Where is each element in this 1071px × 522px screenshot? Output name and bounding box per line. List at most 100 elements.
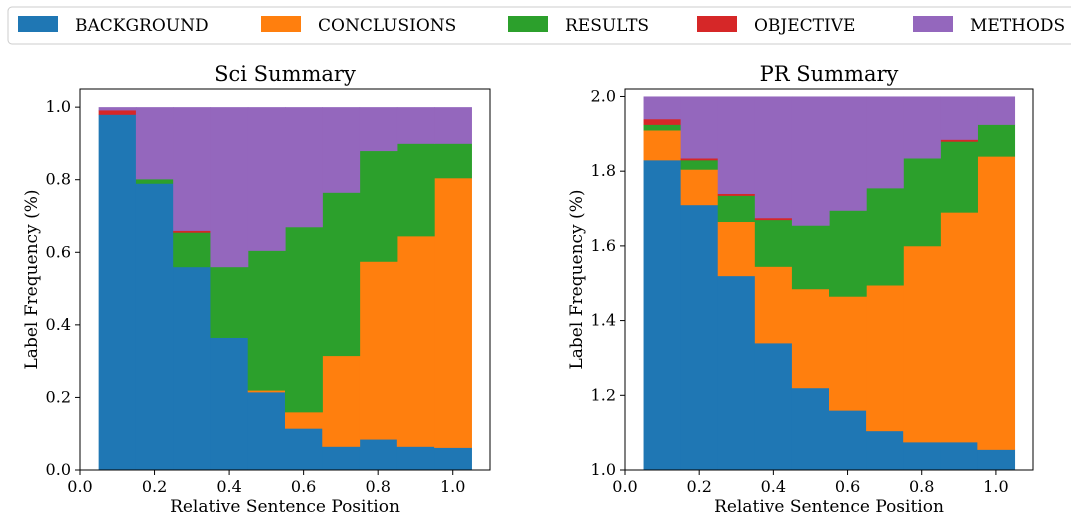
series-conclusions — [247, 177, 472, 448]
bar-segment — [98, 114, 137, 471]
x-tick-label: 0.4 — [216, 477, 241, 496]
chart-title: PR Summary — [760, 62, 899, 86]
legend-label: CONCLUSIONS — [318, 16, 456, 36]
y-tick-label: 1.4 — [591, 311, 616, 330]
bar-segment — [903, 245, 941, 443]
x-tick-label: 0.4 — [761, 477, 786, 496]
bar-segment — [754, 219, 793, 267]
bar-segment — [322, 355, 361, 447]
bar-segment — [717, 275, 756, 471]
bar-segment — [434, 107, 472, 144]
bar-segment — [285, 107, 323, 228]
legend-item: RESULTS — [508, 16, 649, 36]
x-tick-label: 0.2 — [686, 477, 711, 496]
bar-segment — [791, 225, 830, 290]
legend-swatch — [508, 16, 548, 32]
bar-segment — [829, 296, 867, 411]
x-tick-label: 0.8 — [909, 477, 934, 496]
bar-segment — [977, 449, 1016, 471]
bar-segment — [173, 232, 212, 268]
x-tick-label: 0.2 — [142, 477, 167, 496]
bar-segment — [396, 446, 435, 471]
series-background — [643, 159, 1016, 471]
bar-segment — [173, 107, 212, 231]
bar-segment — [754, 96, 793, 219]
legend-label: OBJECTIVE — [754, 16, 855, 36]
series-objective — [98, 110, 212, 233]
legend-label: METHODS — [970, 16, 1065, 36]
bar-segment — [643, 159, 682, 471]
series-objective — [643, 118, 978, 221]
y-tick-label: 1.2 — [591, 385, 616, 404]
bar-segment — [791, 96, 830, 226]
legend-swatch — [18, 16, 58, 32]
legend-swatch — [913, 16, 953, 32]
bar-segment — [359, 107, 398, 152]
y-tick-label: 1.8 — [591, 161, 616, 180]
bar-segment — [322, 107, 361, 193]
y-tick-label: 0.0 — [46, 460, 71, 479]
bar-segment — [247, 390, 286, 393]
legend-item: BACKGROUND — [18, 16, 209, 36]
stacked-bars — [98, 107, 472, 471]
bar-segment — [210, 266, 249, 338]
bar-segment — [717, 221, 756, 277]
pr-summary-chart: 0.0 0.2 0.4 0.6 0.8 1.0 1.0 1.2 1.4 1.6 1.8 2.0 Rela… — [567, 62, 1034, 517]
bar-segment — [940, 441, 978, 471]
x-tick-label: 1.0 — [440, 477, 465, 496]
bar-segment — [396, 235, 435, 447]
bar-segment — [866, 96, 904, 189]
x-tick-label: 0.0 — [612, 477, 637, 496]
bar-segment — [866, 285, 904, 432]
bar-segment — [173, 230, 212, 233]
stacked-bars — [643, 96, 1016, 471]
y-tick-label: 0.4 — [46, 315, 71, 334]
y-tick-label: 0.2 — [46, 387, 71, 406]
bar-segment — [829, 210, 867, 297]
bar-segment — [135, 107, 174, 180]
bar-segment — [247, 391, 286, 471]
y-axis: 1.0 1.2 1.4 1.6 1.8 2.0 — [591, 86, 625, 479]
bar-segment — [173, 266, 212, 471]
y-tick-label: 1.6 — [591, 236, 616, 255]
axes-frame — [79, 88, 491, 471]
bar-segment — [754, 343, 793, 471]
bar-segment — [829, 410, 867, 471]
bar-segment — [285, 428, 323, 471]
legend-item: CONCLUSIONS — [261, 16, 456, 36]
x-tick-label: 1.0 — [983, 477, 1008, 496]
legend-swatch — [697, 16, 737, 32]
bar-segment — [940, 212, 978, 443]
bar-segment — [285, 411, 323, 429]
y-axis: 0.0 0.2 0.4 0.6 0.8 1.0 — [46, 97, 80, 479]
series-results — [643, 124, 1016, 297]
y-axis-label: Label Frequency (%) — [567, 190, 587, 370]
y-tick-label: 0.6 — [46, 242, 71, 261]
bar-segment — [977, 96, 1016, 125]
legend: BACKGROUND CONCLUSIONS RESULTS OBJECTIVE MET… — [7, 6, 1071, 45]
y-tick-label: 0.8 — [46, 170, 71, 189]
bar-segment — [903, 441, 941, 471]
legend-item: METHODS — [913, 16, 1065, 36]
legend-label: RESULTS — [565, 16, 649, 36]
y-tick-label: 2.0 — [591, 86, 616, 105]
legend-item: OBJECTIVE — [697, 16, 855, 36]
legend-label: BACKGROUND — [75, 16, 209, 36]
bar-segment — [98, 107, 137, 111]
bar-segment — [680, 158, 719, 161]
x-tick-label: 0.0 — [67, 477, 92, 496]
bar-segment — [98, 110, 137, 115]
series-methods — [98, 107, 472, 268]
bar-segment — [285, 226, 323, 413]
bar-segment — [135, 183, 174, 471]
bar-segment — [210, 107, 249, 268]
bar-segment — [940, 139, 978, 142]
bar-segment — [643, 124, 682, 131]
chart-title: Sci Summary — [214, 62, 356, 86]
bar-segment — [977, 124, 1016, 157]
series-background — [98, 114, 472, 471]
x-tick-label: 0.6 — [291, 477, 316, 496]
bar-segment — [359, 439, 398, 471]
